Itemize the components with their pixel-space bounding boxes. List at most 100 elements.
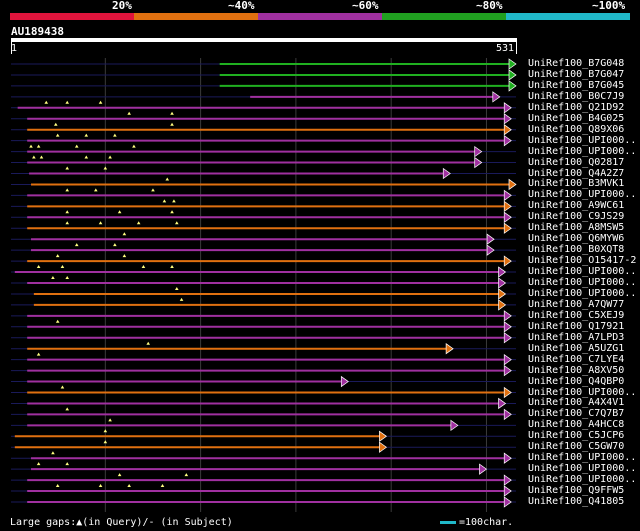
query-gap-marker-icon: [98, 100, 103, 104]
query-gap-marker-icon: [179, 297, 184, 301]
hit-label[interactable]: UniRef100_B4G025: [528, 112, 625, 124]
hit-label[interactable]: UniRef100_C7Q7B7: [528, 408, 625, 420]
hit-label[interactable]: UniRef100_C5JCP6: [528, 430, 625, 442]
legend-swatch-60: [258, 13, 382, 20]
hit-label[interactable]: UniRef100_Q17921: [528, 320, 625, 332]
hit-label[interactable]: UniRef100_C5GW70: [528, 441, 625, 453]
query-gap-marker-icon: [141, 265, 146, 269]
hit-label[interactable]: UniRef100_UPI000..: [528, 474, 637, 486]
hit-label[interactable]: UniRef100_A8XV50: [528, 364, 625, 376]
hit-label[interactable]: UniRef100_O15417-2: [528, 255, 637, 267]
hit-label[interactable]: UniRef100_C5XEJ9: [528, 309, 625, 321]
hit-label[interactable]: UniRef100_Q89X06: [528, 123, 625, 135]
hit-label[interactable]: UniRef100_UPI000..: [528, 189, 637, 201]
ruler-end-tick: [516, 42, 517, 54]
query-gap-marker-icon: [165, 177, 170, 181]
hit-label[interactable]: UniRef100_A7QW77: [528, 298, 625, 310]
query-gap-marker-icon: [113, 133, 117, 137]
hit-label[interactable]: UniRef100_UPI000..: [528, 386, 637, 398]
hit-label[interactable]: UniRef100_Q4A2Z7: [528, 167, 625, 179]
legend-label-60: ~60%: [352, 0, 379, 12]
query-gap-marker-icon: [32, 155, 36, 159]
hit-arrow-icon: [474, 156, 483, 169]
hit-arrow-icon: [503, 353, 512, 366]
hit-label[interactable]: UniRef100_A4HCC8: [528, 419, 625, 431]
query-gap-marker-icon: [55, 254, 60, 258]
query-gap-marker-icon: [170, 122, 174, 126]
gap-legend: Large gaps:▲(in Query)/- (in Subject): [10, 517, 233, 528]
query-gap-marker-icon: [117, 210, 122, 214]
hit-arrow-icon: [445, 343, 454, 355]
hit-label[interactable]: UniRef100_UPI000..: [528, 452, 637, 464]
hit-arrow-icon: [379, 430, 388, 442]
hit-label[interactable]: UniRef100_C9JS29: [528, 211, 625, 223]
hit-label[interactable]: UniRef100_C7LYE4: [528, 353, 625, 365]
query-gap-marker-icon: [146, 341, 151, 345]
hit-arrow-icon: [498, 288, 507, 300]
legend-swatch-80: [382, 13, 506, 20]
legend-swatch-40: [134, 13, 258, 20]
hit-label[interactable]: UniRef100_UPI000..: [528, 145, 637, 157]
query-gap-marker-icon: [172, 199, 176, 203]
query-gap-marker-icon: [160, 484, 165, 488]
legend-label-40: ~40%: [228, 0, 255, 12]
query-gap-marker-icon: [65, 221, 70, 225]
hit-label[interactable]: UniRef100_Q21D92: [528, 101, 625, 113]
query-gap-marker-icon: [74, 243, 79, 247]
query-gap-marker-icon: [108, 155, 112, 159]
query-ruler: [11, 38, 517, 42]
query-gap-marker-icon: [170, 265, 174, 269]
hit-label[interactable]: UniRef100_A4X4V1: [528, 397, 625, 409]
hit-arrow-icon: [503, 113, 512, 125]
query-gap-marker-icon: [74, 144, 79, 148]
hit-label[interactable]: UniRef100_A8MSW5: [528, 222, 625, 234]
hit-label[interactable]: UniRef100_B0XQT8: [528, 244, 625, 256]
hit-arrow-icon: [503, 332, 512, 344]
query-gap-marker-icon: [65, 188, 70, 192]
scale-legend: =100char.: [440, 517, 513, 529]
hit-label[interactable]: UniRef100_Q41805: [528, 496, 625, 507]
query-gap-marker-icon: [113, 243, 117, 247]
query-gap-marker-icon: [174, 221, 179, 225]
hit-arrow-icon: [340, 375, 349, 388]
hit-label[interactable]: UniRef100_UPI000..: [528, 277, 637, 288]
query-gap-marker-icon: [65, 407, 70, 411]
identity-legend-bar: [10, 13, 630, 20]
query-gap-marker-icon: [184, 473, 189, 477]
hit-label[interactable]: UniRef100_Q4QBP0: [528, 375, 625, 387]
hit-label[interactable]: UniRef100_Q9FFW5: [528, 485, 625, 497]
hit-label[interactable]: UniRef100_B7G047: [528, 68, 625, 80]
hit-label[interactable]: UniRef100_UPI000..: [528, 134, 637, 146]
hit-label[interactable]: UniRef100_Q02817: [528, 156, 625, 168]
query-gap-marker-icon: [84, 133, 89, 137]
hit-label[interactable]: UniRef100_A9WC61: [528, 200, 625, 212]
query-gap-marker-icon: [94, 188, 98, 192]
hit-arrow-icon: [503, 474, 512, 486]
query-gap-marker-icon: [29, 144, 33, 148]
hit-label[interactable]: UniRef100_B7G045: [528, 79, 625, 91]
query-gap-marker-icon: [103, 166, 108, 170]
hit-arrow-icon: [503, 364, 512, 377]
scale-bar: [440, 520, 456, 524]
query-gap-marker-icon: [65, 210, 70, 214]
hit-label[interactable]: UniRef100_B3MVK1: [528, 178, 625, 190]
hit-label[interactable]: UniRef100_UPI000..: [528, 266, 637, 278]
hit-arrow-icon: [442, 167, 451, 180]
query-gap-marker-icon: [170, 210, 174, 214]
hit-label[interactable]: UniRef100_A5UZG1: [528, 342, 625, 354]
hit-label[interactable]: UniRef100_A7LPD3: [528, 331, 625, 343]
hit-label[interactable]: UniRef100_B7G048: [528, 58, 625, 69]
hit-label[interactable]: UniRef100_UPI000..: [528, 287, 637, 299]
hit-arrow-icon: [508, 80, 517, 92]
hit-label[interactable]: UniRef100_B0C7J9: [528, 90, 625, 102]
legend-label-20: 20%: [112, 0, 132, 12]
query-gap-marker-icon: [36, 144, 41, 148]
hit-arrow-icon: [450, 419, 459, 432]
hit-arrow-icon: [503, 408, 512, 421]
hit-label[interactable]: UniRef100_UPI000..: [528, 463, 637, 475]
query-gap-marker-icon: [127, 111, 131, 115]
query-gap-marker-icon: [108, 418, 112, 422]
hit-arrow-icon: [503, 321, 512, 333]
query-gap-marker-icon: [60, 265, 65, 269]
hit-label[interactable]: UniRef100_Q6MYW6: [528, 233, 625, 245]
